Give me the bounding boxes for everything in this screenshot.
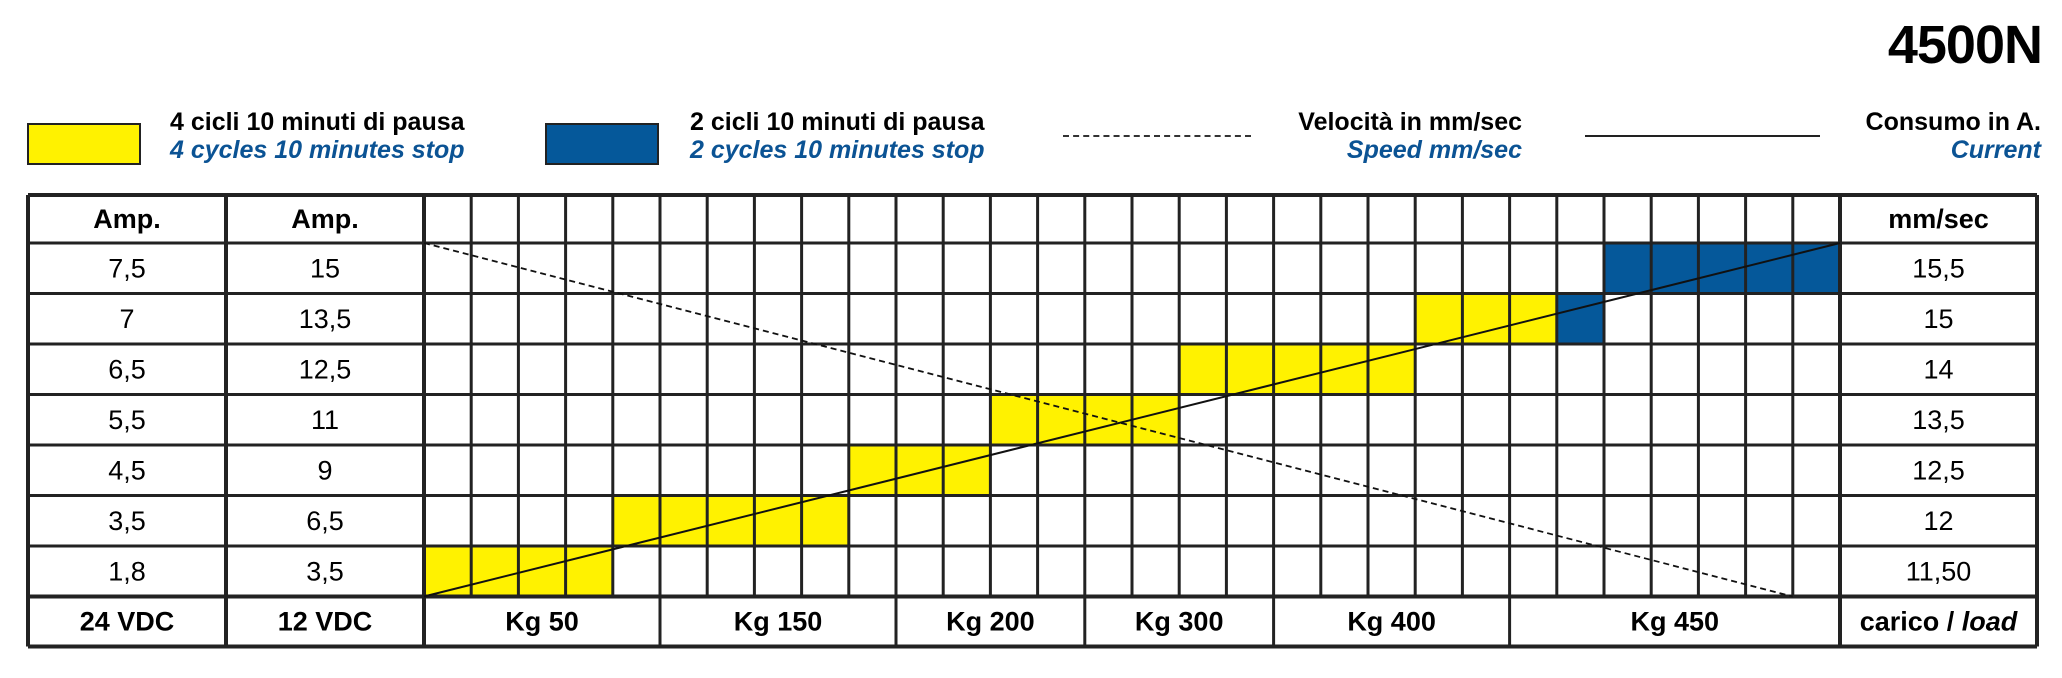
amp-24v-value: 5,5 <box>108 405 146 435</box>
filled-cells-4-cycles-2 <box>848 445 991 496</box>
filled-cells-2-cycles-6 <box>1556 293 1604 344</box>
header-amp-12v: Amp. <box>291 204 359 234</box>
legend-4-cycles-en: 4 cycles 10 minutes stop <box>170 136 465 164</box>
amp-24v-value: 4,5 <box>108 455 146 485</box>
legend-current-en: Current <box>1950 136 2041 164</box>
model-title: 4500N <box>1887 15 2043 75</box>
amp-24v-value: 7,5 <box>108 253 146 283</box>
filled-cells-4-cycles-4 <box>1179 344 1416 395</box>
footer-load-it: carico / <box>1860 607 1962 637</box>
load-label: Kg 450 <box>1631 607 1720 637</box>
footer-24vdc: 24 VDC <box>80 607 175 637</box>
footer-load-en: load <box>1962 607 2018 637</box>
legend-speed: Velocità in mm/sec Speed mm/sec <box>1298 108 1522 164</box>
amp-12v-value: 13,5 <box>299 304 352 334</box>
speed-value: 11,50 <box>1906 556 1972 586</box>
filled-cells-2-cycles-7 <box>1604 243 1840 294</box>
amp-24v-value: 3,5 <box>108 506 146 536</box>
load-label: Kg 400 <box>1347 607 1436 637</box>
speed-value: 14 <box>1923 354 1953 384</box>
amp-12v-value: 3,5 <box>306 556 344 586</box>
legend-2-cycles-en: 2 cycles 10 minutes stop <box>690 136 985 164</box>
footer-load-label: carico / load <box>1860 607 2018 637</box>
legend-swatch-2-cycles <box>545 123 659 165</box>
legend-4-cycles: 4 cicli 10 minuti di pausa 4 cycles 10 m… <box>170 108 465 164</box>
legend-swatch-4-cycles <box>27 123 141 165</box>
speed-value: 13,5 <box>1912 405 1965 435</box>
amp-24v-value: 1,8 <box>108 556 146 586</box>
legend-speed-en: Speed mm/sec <box>1346 136 1522 164</box>
current-consumption-line <box>423 242 1841 598</box>
speed-line <box>423 242 1794 598</box>
legend-dashed-line-sample <box>1063 135 1251 137</box>
load-label: Kg 150 <box>734 607 823 637</box>
legend-4-cycles-it: 4 cicli 10 minuti di pausa <box>170 108 465 136</box>
legend-speed-it: Velocità in mm/sec <box>1298 108 1522 136</box>
legend-2-cycles-it: 2 cicli 10 minuti di pausa <box>690 108 985 136</box>
amp-12v-value: 9 <box>317 455 332 485</box>
amp-12v-value: 15 <box>310 253 340 283</box>
load-label: Kg 50 <box>505 607 579 637</box>
footer-12vdc: 12 VDC <box>278 607 373 637</box>
speed-value: 12 <box>1923 506 1953 536</box>
legend-solid-line-sample <box>1585 135 1820 137</box>
amp-24v-value: 6,5 <box>108 354 146 384</box>
speed-value: 15,5 <box>1912 253 1965 283</box>
speed-value: 12,5 <box>1912 455 1965 485</box>
header-amp-24v: Amp. <box>93 204 161 234</box>
legend-2-cycles: 2 cicli 10 minuti di pausa 2 cycles 10 m… <box>690 108 985 164</box>
legend-current-it: Consumo in A. <box>1865 108 2041 136</box>
amp-12v-value: 12,5 <box>299 354 352 384</box>
legend-current: Consumo in A. Current <box>1866 108 2041 164</box>
load-label: Kg 200 <box>946 607 1035 637</box>
amp-12v-value: 6,5 <box>306 506 344 536</box>
header-speed: mm/sec <box>1888 204 1989 234</box>
amp-24v-value: 7 <box>119 304 134 334</box>
speed-value: 15 <box>1923 304 1953 334</box>
amp-12v-value: 11 <box>311 405 339 435</box>
load-label: Kg 300 <box>1135 607 1224 637</box>
